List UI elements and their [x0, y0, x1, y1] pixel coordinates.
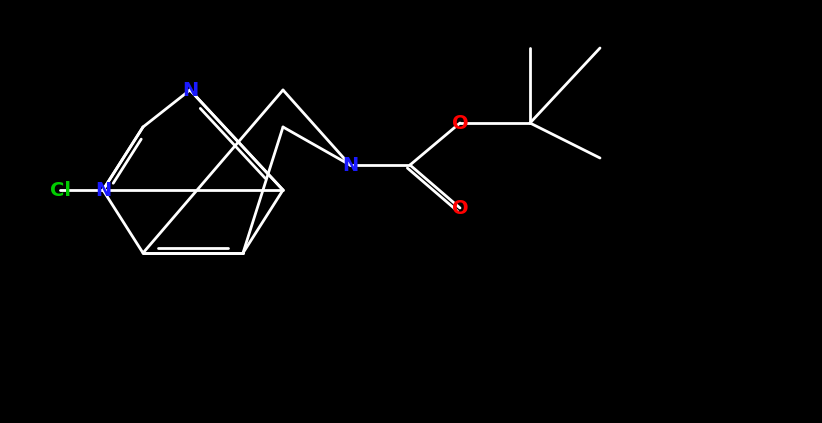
Text: Cl: Cl [49, 181, 71, 200]
Text: N: N [95, 181, 111, 200]
Text: O: O [451, 113, 469, 132]
Text: O: O [451, 198, 469, 217]
Text: N: N [342, 156, 358, 175]
Text: N: N [182, 80, 198, 99]
